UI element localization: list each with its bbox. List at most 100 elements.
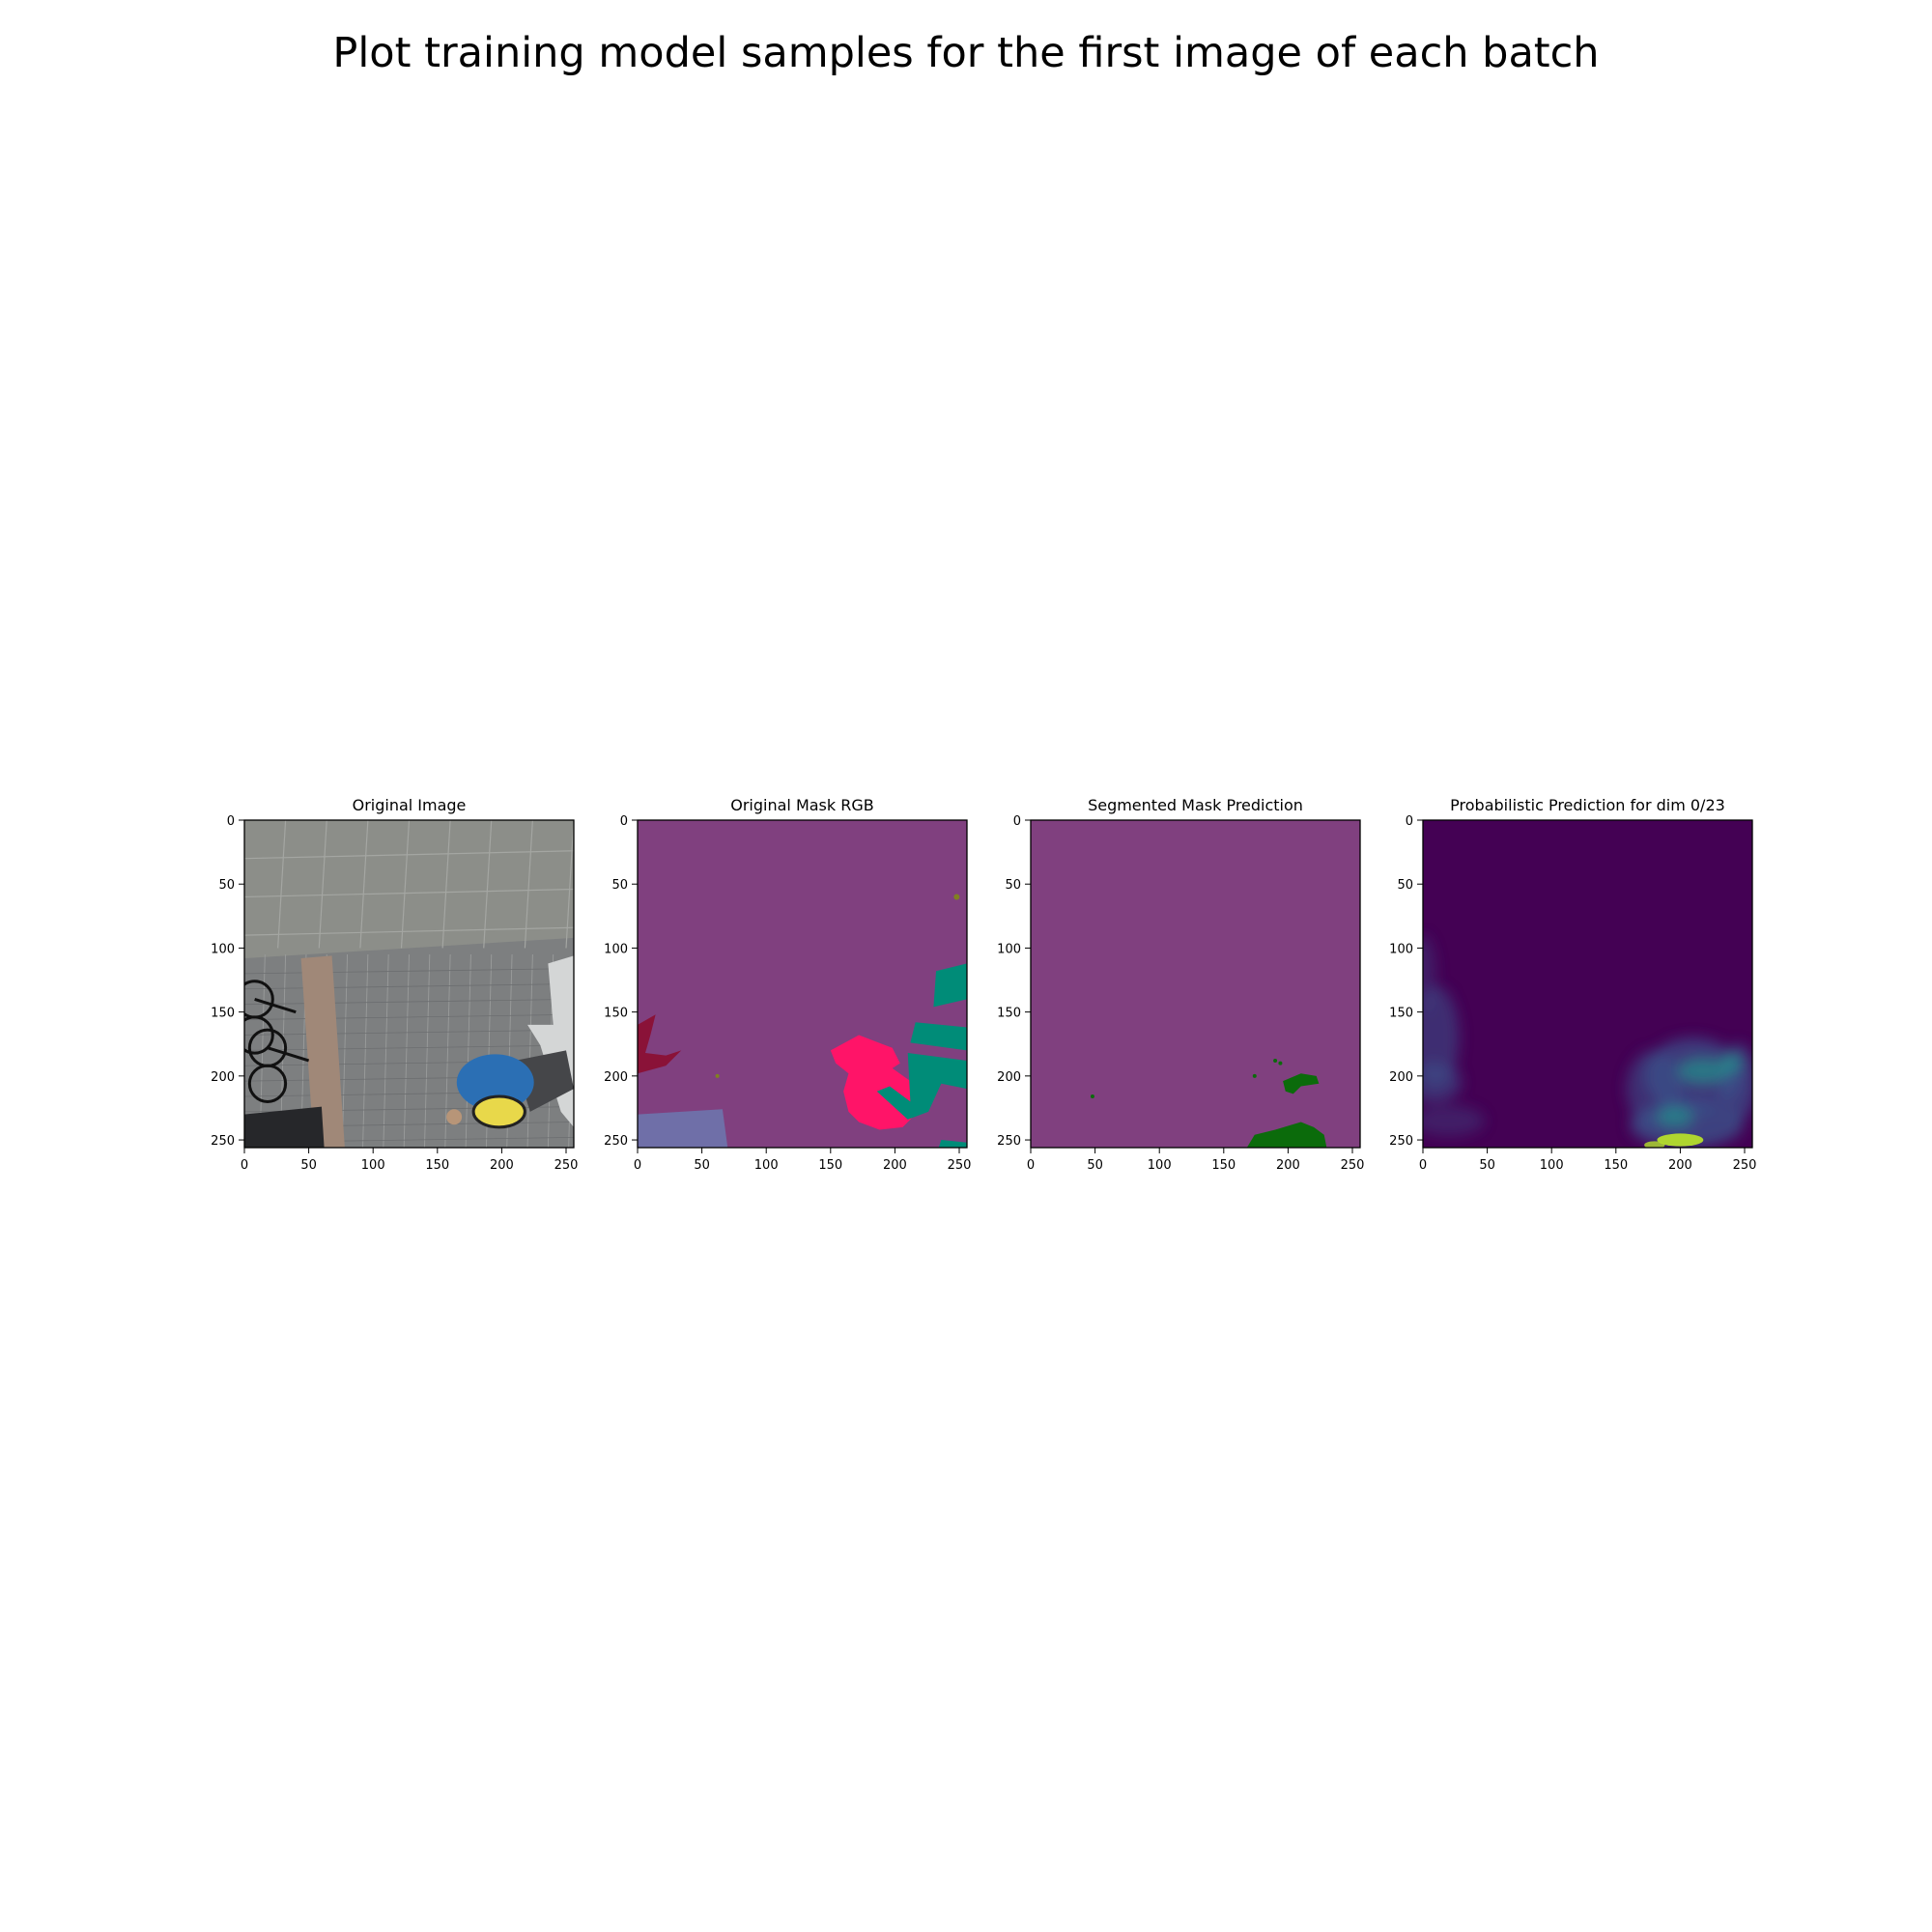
tile-line	[244, 850, 574, 860]
x-tick-label: 200	[1276, 1158, 1300, 1173]
bicycle-frame	[267, 1046, 310, 1063]
y-tick-label: 150	[211, 1007, 235, 1021]
heatmap-field	[1423, 935, 1752, 1148]
axes-frame	[1422, 819, 1753, 1149]
y-tick-label: 0	[1013, 814, 1021, 829]
y-tick-label: 50	[611, 878, 628, 893]
tile-line	[244, 926, 574, 936]
x-tick-label: 150	[1211, 1158, 1236, 1173]
subplot-3: Segmented Mask Prediction 0 50 100 150 200 250…	[997, 796, 1364, 1173]
mask-object	[910, 1022, 967, 1051]
axes-frame	[243, 819, 575, 1149]
prediction-speck	[1273, 1058, 1278, 1063]
y-tick-label: 0	[1406, 814, 1413, 829]
bicycle-frame	[254, 997, 297, 1014]
prediction-background	[1031, 820, 1360, 1148]
x-tick-label: 150	[818, 1158, 842, 1173]
x-tick-label: 200	[1668, 1158, 1692, 1173]
heatmap-hotspot	[1657, 1133, 1704, 1147]
subplot-title: Original Image	[353, 796, 467, 814]
cyclist-arm	[446, 1109, 463, 1125]
y-tick-label: 250	[211, 1134, 235, 1149]
y-tick-label: 100	[604, 942, 628, 956]
figure-suptitle: Plot training model samples for the firs…	[332, 29, 1600, 77]
heatmap-blob	[1721, 1053, 1743, 1074]
pavement-top	[244, 820, 574, 959]
y-tick-label: 150	[1389, 1007, 1413, 1021]
tile-line	[362, 954, 369, 1148]
subplot-title: Probabilistic Prediction for dim 0/23	[1450, 796, 1725, 814]
subplot-title: Original Mask RGB	[730, 796, 873, 814]
subplot-1: Original Image 0 50 100 150 200 250 0 50 100 150 20…	[211, 796, 578, 1173]
mask-speck	[715, 1073, 720, 1078]
x-tick-label: 100	[1148, 1158, 1172, 1173]
y-tick-label: 0	[620, 814, 628, 829]
x-tick-label: 100	[754, 1158, 779, 1173]
subplot-4: Probabilistic Prediction for dim 0/23 0 50…	[1389, 796, 1756, 1173]
y-tick-label: 200	[604, 1070, 628, 1085]
prediction-blob	[1283, 1073, 1320, 1094]
x-tick-label: 100	[361, 1158, 385, 1173]
shadow	[514, 1050, 574, 1112]
mask-object	[938, 1140, 967, 1148]
mask-object	[933, 963, 967, 1008]
x-tick-label: 100	[1540, 1158, 1564, 1173]
heatmap-blob	[1677, 1058, 1730, 1084]
x-tick-label: 200	[490, 1158, 514, 1173]
tile-line	[526, 954, 533, 1148]
subplot-title: Segmented Mask Prediction	[1088, 796, 1303, 814]
heatmap-blob	[1423, 1105, 1485, 1137]
x-tick-label: 250	[1341, 1158, 1365, 1173]
prediction-speck	[1278, 1061, 1283, 1065]
x-tick-label: 50	[1479, 1158, 1495, 1173]
x-tick-label: 50	[300, 1158, 317, 1173]
tile-line	[400, 820, 411, 949]
x-tick-label: 50	[1087, 1158, 1103, 1173]
y-tick-label: 250	[1389, 1134, 1413, 1149]
image-area	[1423, 820, 1752, 1148]
x-tick-label: 0	[1027, 1158, 1035, 1173]
tile-line	[244, 998, 574, 1006]
mask-object	[876, 1053, 967, 1120]
y-tick-label: 50	[1005, 878, 1021, 893]
heatmap-blob	[1423, 1062, 1462, 1103]
tile-line	[444, 954, 451, 1148]
tile-line	[244, 1013, 574, 1020]
y-tick-label: 150	[604, 1007, 628, 1021]
y-tick-label: 100	[997, 942, 1021, 956]
x-tick-label: 250	[554, 1158, 579, 1173]
tile-line	[341, 954, 349, 1148]
image-area	[1031, 820, 1360, 1148]
tile-line	[524, 820, 533, 949]
tile-line	[244, 954, 245, 971]
subplot-2: Original Mask RGB 0 50 100 150 200 250 0 50 100 15…	[604, 796, 971, 1173]
stripe	[300, 955, 345, 1148]
mask-ground	[638, 1109, 728, 1148]
x-tick-label: 150	[1604, 1158, 1628, 1173]
prediction-speck	[1252, 1073, 1257, 1078]
x-tick-label: 250	[1733, 1158, 1757, 1173]
tile-line	[318, 820, 327, 949]
y-tick-label: 200	[211, 1070, 235, 1085]
heatmap-hotspot	[1644, 1141, 1665, 1148]
y-tick-label: 250	[997, 1134, 1021, 1149]
x-tick-label: 0	[241, 1158, 248, 1173]
image-area	[244, 820, 574, 1148]
y-tick-label: 50	[218, 878, 235, 893]
x-tick-label: 0	[1419, 1158, 1427, 1173]
dark-box	[244, 1106, 325, 1148]
y-tick-label: 150	[997, 1007, 1021, 1021]
x-tick-label: 50	[694, 1158, 710, 1173]
tile-line	[359, 820, 369, 949]
heatmap-blob	[1423, 935, 1436, 1012]
bicycle	[244, 1015, 274, 1055]
axes-frame	[1030, 819, 1361, 1149]
x-tick-label: 150	[425, 1158, 449, 1173]
tile-line	[244, 1044, 574, 1051]
tile-line	[565, 820, 574, 949]
y-tick-label: 0	[227, 814, 235, 829]
tile-line	[244, 1029, 574, 1036]
helmet	[471, 1094, 526, 1129]
tile-line	[277, 820, 287, 949]
